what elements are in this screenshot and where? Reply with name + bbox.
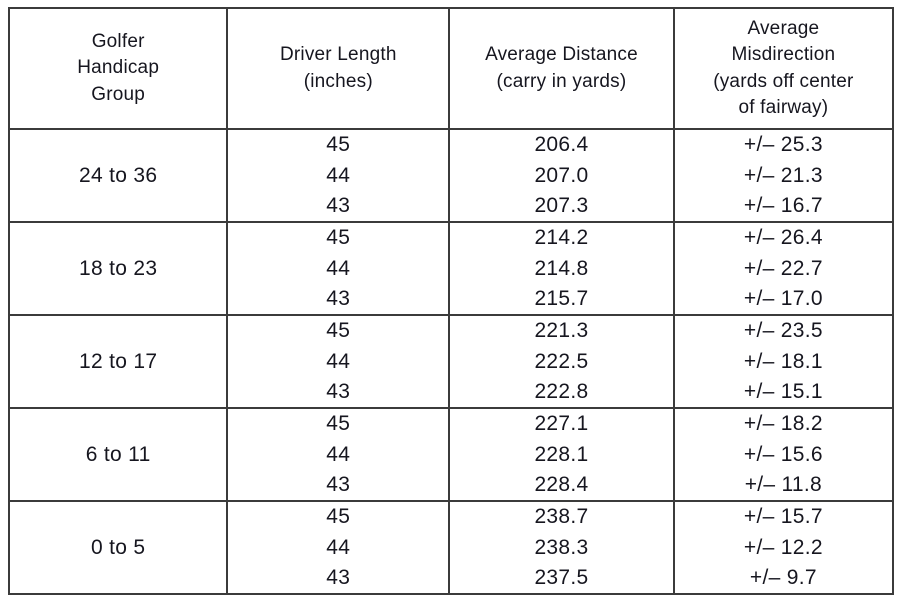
driver-length-cell: 45 <box>226 129 451 160</box>
handicap-cell: 0 to 5 <box>7 501 229 594</box>
table-row: 44 207.0 +/– 21.3 <box>9 160 895 191</box>
handicap-group-6-11: 6 to 11 45 227.1 +/– 18.2 44 228.1 +/– 1… <box>7 408 895 501</box>
distance-cell: 207.3 <box>448 191 675 222</box>
misdirection-cell: +/– 15.6 <box>672 439 895 470</box>
driver-length-cell: 44 <box>226 253 451 284</box>
misdirection-cell: +/– 15.1 <box>672 377 895 408</box>
table-row: 44 238.3 +/– 12.2 <box>9 532 895 563</box>
table-row: 43 215.7 +/– 17.0 <box>9 284 895 315</box>
misdirection-cell: +/– 11.8 <box>672 470 895 501</box>
distance-cell: 206.4 <box>448 129 675 160</box>
misdirection-cell: +/– 17.0 <box>672 284 895 315</box>
misdirection-cell: +/– 16.7 <box>672 191 895 222</box>
distance-cell: 214.2 <box>448 222 675 253</box>
driver-length-cell: 45 <box>226 501 451 532</box>
distance-cell: 237.5 <box>448 563 675 594</box>
header-average-misdirection: Average Misdirection (yards off center o… <box>672 7 895 130</box>
distance-cell: 214.8 <box>448 253 675 284</box>
table-row: 12 to 17 45 221.3 +/– 23.5 <box>7 315 895 408</box>
misdirection-cell: +/– 21.3 <box>672 160 895 191</box>
handicap-cell: 18 to 23 <box>7 222 229 315</box>
driver-length-cell: 45 <box>226 222 451 253</box>
distance-cell: 222.5 <box>448 346 675 377</box>
distance-cell: 228.4 <box>448 470 675 501</box>
driver-length-cell: 44 <box>226 346 451 377</box>
table-row: 44 214.8 +/– 22.7 <box>9 253 895 284</box>
misdirection-cell: +/– 25.3 <box>672 129 895 160</box>
distance-cell: 228.1 <box>448 439 675 470</box>
driver-length-cell: 44 <box>226 532 451 563</box>
header-handicap-group: Golfer Handicap Group <box>7 7 229 130</box>
table-row: 43 228.4 +/– 11.8 <box>9 470 895 501</box>
header-driver-length: Driver Length (inches) <box>226 7 451 130</box>
misdirection-cell: +/– 18.1 <box>672 346 895 377</box>
handicap-group-24-36: 24 to 36 45 206.4 +/– 25.3 44 207.0 +/– … <box>7 129 895 222</box>
header-row: Golfer Handicap Group Driver Length (inc… <box>7 7 895 130</box>
driver-length-cell: 43 <box>226 470 451 501</box>
distance-cell: 238.7 <box>448 501 675 532</box>
misdirection-cell: +/– 15.7 <box>672 501 895 532</box>
table-row: 44 222.5 +/– 18.1 <box>9 346 895 377</box>
driver-length-cell: 43 <box>226 191 451 222</box>
driver-length-cell: 43 <box>226 377 451 408</box>
header-average-distance: Average Distance (carry in yards) <box>448 7 675 130</box>
table-header: Golfer Handicap Group Driver Length (inc… <box>7 7 895 130</box>
distance-cell: 207.0 <box>448 160 675 191</box>
table-row: 44 228.1 +/– 15.6 <box>9 439 895 470</box>
golfer-driver-table: Golfer Handicap Group Driver Length (inc… <box>7 7 895 595</box>
distance-cell: 222.8 <box>448 377 675 408</box>
handicap-cell: 24 to 36 <box>7 129 229 222</box>
misdirection-cell: +/– 18.2 <box>672 408 895 439</box>
distance-cell: 238.3 <box>448 532 675 563</box>
table-row: 0 to 5 45 238.7 +/– 15.7 <box>7 501 895 594</box>
handicap-cell: 12 to 17 <box>7 315 229 408</box>
table-row: 18 to 23 45 214.2 +/– 26.4 <box>7 222 895 315</box>
table-row: 43 237.5 +/– 9.7 <box>9 563 895 594</box>
table-row: 6 to 11 45 227.1 +/– 18.2 <box>7 408 895 501</box>
distance-cell: 227.1 <box>448 408 675 439</box>
handicap-group-12-17: 12 to 17 45 221.3 +/– 23.5 44 222.5 +/– … <box>7 315 895 408</box>
handicap-cell: 6 to 11 <box>7 408 229 501</box>
driver-length-cell: 45 <box>226 315 451 346</box>
distance-cell: 215.7 <box>448 284 675 315</box>
misdirection-cell: +/– 26.4 <box>672 222 895 253</box>
misdirection-cell: +/– 9.7 <box>672 563 895 594</box>
misdirection-cell: +/– 12.2 <box>672 532 895 563</box>
driver-length-cell: 44 <box>226 439 451 470</box>
table-row: 24 to 36 45 206.4 +/– 25.3 <box>7 129 895 222</box>
table-row: 43 207.3 +/– 16.7 <box>9 191 895 222</box>
misdirection-cell: +/– 22.7 <box>672 253 895 284</box>
driver-length-cell: 43 <box>226 563 451 594</box>
driver-length-cell: 43 <box>226 284 451 315</box>
driver-length-cell: 45 <box>226 408 451 439</box>
handicap-group-18-23: 18 to 23 45 214.2 +/– 26.4 44 214.8 +/– … <box>7 222 895 315</box>
table-row: 43 222.8 +/– 15.1 <box>9 377 895 408</box>
handicap-group-0-5: 0 to 5 45 238.7 +/– 15.7 44 238.3 +/– 12… <box>7 501 895 594</box>
distance-cell: 221.3 <box>448 315 675 346</box>
driver-length-cell: 44 <box>226 160 451 191</box>
misdirection-cell: +/– 23.5 <box>672 315 895 346</box>
